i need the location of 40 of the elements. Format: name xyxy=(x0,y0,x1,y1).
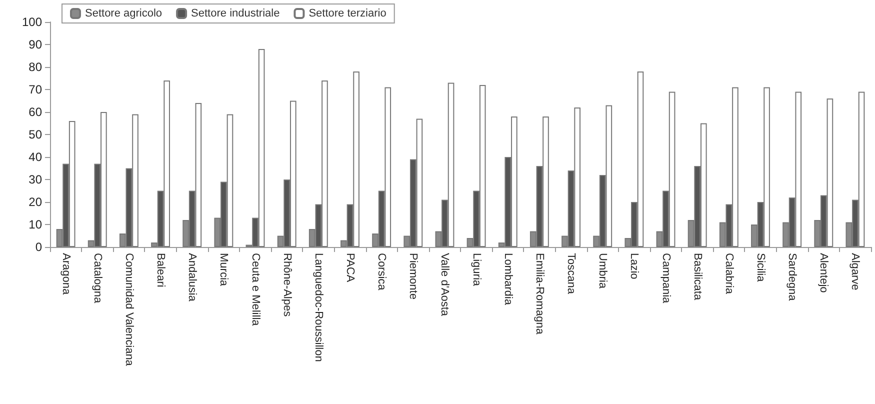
y-tick-label: 40 xyxy=(28,150,42,164)
x-tick-label: Ceuta e Melilla xyxy=(249,253,262,327)
x-tick-label: Aragona xyxy=(60,253,72,296)
x-tick-label: Emilia-Romagna xyxy=(533,253,546,336)
x-tick-label: Corsica xyxy=(376,253,388,292)
y-tick-label: 10 xyxy=(28,218,42,232)
x-tick-label: Valle d'Aosta xyxy=(438,253,451,317)
x-tick-label: PACA xyxy=(344,253,356,283)
legend-label: Settore agricolo xyxy=(85,8,162,20)
x-tick-label: Toscana xyxy=(565,253,578,295)
y-tick-label: 20 xyxy=(28,195,42,209)
y-tick-label: 70 xyxy=(28,82,42,96)
x-tick-label: Algarve xyxy=(849,253,862,290)
y-tick-label: 30 xyxy=(28,172,42,186)
x-tick-label: Comunidad Valenciana xyxy=(122,253,135,367)
x-tick-label: Lazio xyxy=(628,253,640,280)
y-tick-label: 90 xyxy=(28,38,42,52)
x-tick-label: Basilicata xyxy=(691,253,704,301)
y-tick-label: 80 xyxy=(28,60,42,74)
legend-label: Settore industriale xyxy=(191,8,280,20)
x-tick-label: Liguria xyxy=(470,253,482,287)
x-tick-label: Campania xyxy=(660,253,672,304)
x-tick-label: Calabria xyxy=(722,253,735,295)
x-tick-label: Umbria xyxy=(596,253,609,290)
x-tick-label: Rhône-Alpes xyxy=(280,253,293,318)
y-tick-label: 60 xyxy=(28,105,42,119)
y-tick-label: 50 xyxy=(28,128,42,142)
y-tick-label: 0 xyxy=(35,240,42,254)
x-tick-label: Alentejo xyxy=(818,253,830,293)
x-tick-label: Piemonte xyxy=(407,253,420,300)
x-tick-label: Sardegna xyxy=(786,253,798,302)
x-tick-label: Catalogna xyxy=(91,253,104,304)
x-tick-label: Andalusia xyxy=(186,253,198,302)
x-tick-label: Baleari xyxy=(154,253,167,288)
x-tick-label: Murcia xyxy=(218,253,230,287)
x-tick-label: Languedoc-Roussillon xyxy=(312,253,324,362)
y-tick-label: 100 xyxy=(22,15,42,29)
x-tick-label: Lombardia xyxy=(502,253,514,306)
legend-label: Settore terziario xyxy=(308,8,386,20)
x-tick-label: Sicilia xyxy=(754,253,766,283)
